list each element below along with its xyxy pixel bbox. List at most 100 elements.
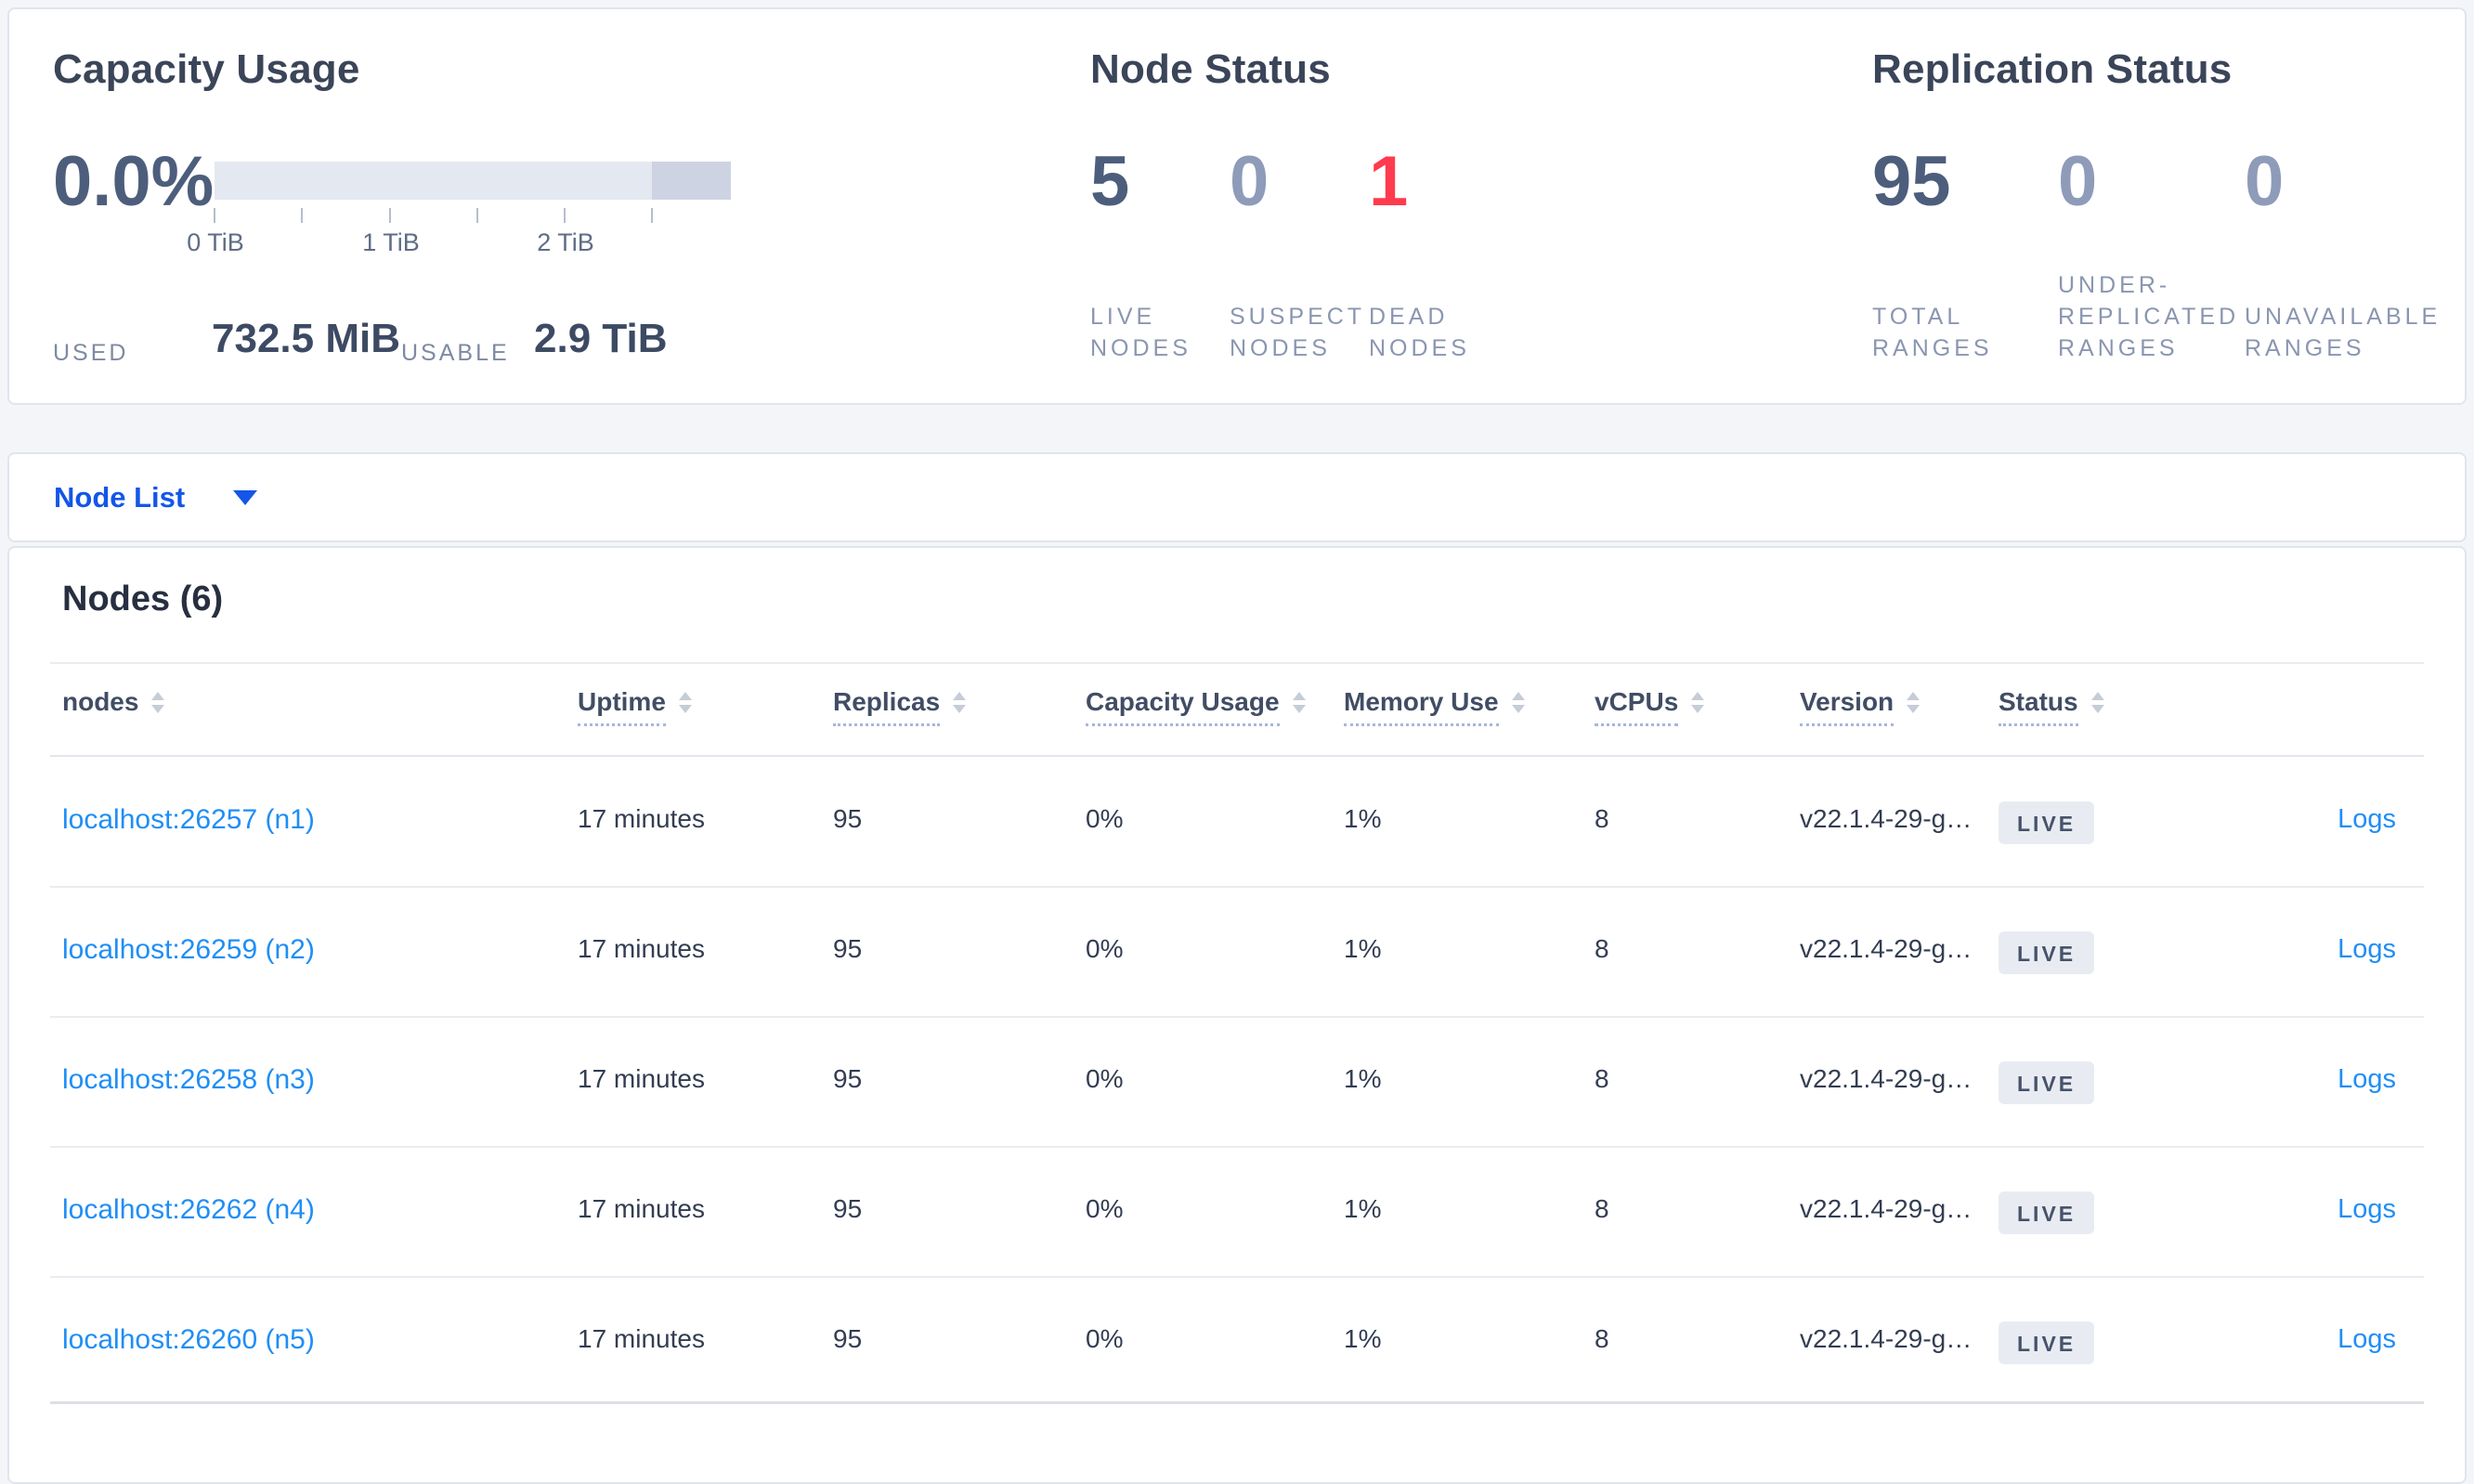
usable-label: USABLE [401,340,510,366]
gauge-tick-label: 2 TiB [537,228,594,256]
used-value: 732.5 MiB [212,316,400,361]
sort-icon [953,692,967,713]
divider [50,1401,2424,1404]
nodes-table-title: Nodes (6) [62,579,224,618]
column-header-capacity-usage[interactable]: Capacity Usage [1086,687,1306,726]
capacity-gauge-dark-segment [652,162,731,200]
gauge-tick [214,208,215,223]
gauge-tick [389,208,391,223]
chevron-down-icon [233,489,258,505]
node-list-dropdown-label: Node List [54,480,186,514]
status-badge: LIVE [1999,1191,2095,1234]
node-link[interactable]: localhost:26262 (n4) [62,1194,315,1225]
replicas-cell: 95 [833,934,863,963]
gauge-tick [564,208,566,223]
capacity-gauge-bar [215,162,731,200]
logs-link[interactable]: Logs [2337,1194,2396,1224]
capacity-usage-cell: 0% [1086,1064,1124,1093]
cluster-summary-card: Capacity Usage 0.0% 0 TiB 1 TiB 2 TiB US… [7,7,2467,405]
logs-link[interactable]: Logs [2337,804,2396,834]
status-badge: LIVE [1999,1321,2095,1364]
live-nodes-label: LIVE NODES [1090,304,1191,361]
suspect-nodes-count: 0 [1230,142,1270,221]
sort-icon [1292,692,1306,713]
node-list-dropdown[interactable]: Node List [54,454,258,540]
vcpus-cell: 8 [1595,804,1609,833]
dead-nodes-label: DEAD NODES [1369,304,1470,361]
live-nodes-count: 5 [1090,142,1130,221]
uptime-cell: 17 minutes [578,934,705,963]
memory-use-cell: 1% [1344,804,1382,833]
divider [50,662,2424,664]
node-status-title: Node Status [1090,46,1331,92]
status-badge: LIVE [1999,801,2095,844]
version-cell: v22.1.4-29-g… [1800,934,1973,963]
replicas-cell: 95 [833,1324,863,1353]
divider [50,1276,2424,1278]
column-header-version[interactable]: Version [1800,687,1921,726]
replication-status-title: Replication Status [1872,46,2233,92]
node-link[interactable]: localhost:26258 (n3) [62,1064,315,1095]
gauge-tick [476,208,478,223]
divider [50,755,2424,757]
memory-use-cell: 1% [1344,1324,1382,1353]
unavailable-ranges-count: 0 [2245,142,2285,221]
memory-use-cell: 1% [1344,1194,1382,1223]
total-ranges-label: TOTAL RANGES [1872,304,1993,361]
column-header-nodes[interactable]: nodes [62,687,165,717]
status-badge: LIVE [1999,1061,2095,1104]
node-link[interactable]: localhost:26259 (n2) [62,934,315,965]
sort-icon [678,692,692,713]
version-cell: v22.1.4-29-g… [1800,1194,1973,1223]
suspect-nodes-label: SUSPECT NODES [1230,304,1366,361]
gauge-tick [301,208,303,223]
capacity-usage-cell: 0% [1086,1324,1124,1353]
unavailable-ranges-label: UNAVAILABLE RANGES [2245,304,2441,361]
logs-link[interactable]: Logs [2337,1324,2396,1354]
column-header-status[interactable]: Status [1999,687,2104,726]
usable-value: 2.9 TiB [534,316,668,361]
under-replicated-ranges-count: 0 [2058,142,2098,221]
gauge-tick-label: 0 TiB [187,228,244,256]
total-ranges-count: 95 [1872,142,1951,221]
node-link[interactable]: localhost:26257 (n1) [62,804,315,835]
capacity-used-percent: 0.0% [53,142,215,221]
uptime-cell: 17 minutes [578,1064,705,1093]
sort-icon [1907,692,1921,713]
sort-icon [1511,692,1525,713]
divider [50,1016,2424,1018]
vcpus-cell: 8 [1595,934,1609,963]
gauge-tick-label: 1 TiB [362,228,420,256]
node-link[interactable]: localhost:26260 (n5) [62,1324,315,1355]
logs-link[interactable]: Logs [2337,934,2396,964]
sort-icon [2090,692,2104,713]
version-cell: v22.1.4-29-g… [1800,804,1973,833]
column-header-memory-use[interactable]: Memory Use [1344,687,1525,726]
vcpus-cell: 8 [1595,1064,1609,1093]
version-cell: v22.1.4-29-g… [1800,1324,1973,1353]
replicas-cell: 95 [833,1194,863,1223]
view-selector-card: Node List [7,452,2467,542]
memory-use-cell: 1% [1344,1064,1382,1093]
uptime-cell: 17 minutes [578,1324,705,1353]
used-label: USED [53,340,129,366]
uptime-cell: 17 minutes [578,804,705,833]
memory-use-cell: 1% [1344,934,1382,963]
logs-link[interactable]: Logs [2337,1064,2396,1094]
dead-nodes-count: 1 [1369,142,1409,221]
column-header-replicas[interactable]: Replicas [833,687,967,726]
capacity-usage-cell: 0% [1086,804,1124,833]
capacity-usage-title: Capacity Usage [53,46,360,92]
capacity-usage-cell: 0% [1086,1194,1124,1223]
under-replicated-ranges-label: UNDER- REPLICATED RANGES [2058,272,2240,361]
capacity-usage-cell: 0% [1086,934,1124,963]
divider [50,886,2424,888]
divider [50,1146,2424,1148]
gauge-tick [651,208,653,223]
status-badge: LIVE [1999,931,2095,974]
replicas-cell: 95 [833,1064,863,1093]
uptime-cell: 17 minutes [578,1194,705,1223]
column-header-uptime[interactable]: Uptime [578,687,692,726]
column-header-vcpus[interactable]: vCPUs [1595,687,1705,726]
replicas-cell: 95 [833,804,863,833]
